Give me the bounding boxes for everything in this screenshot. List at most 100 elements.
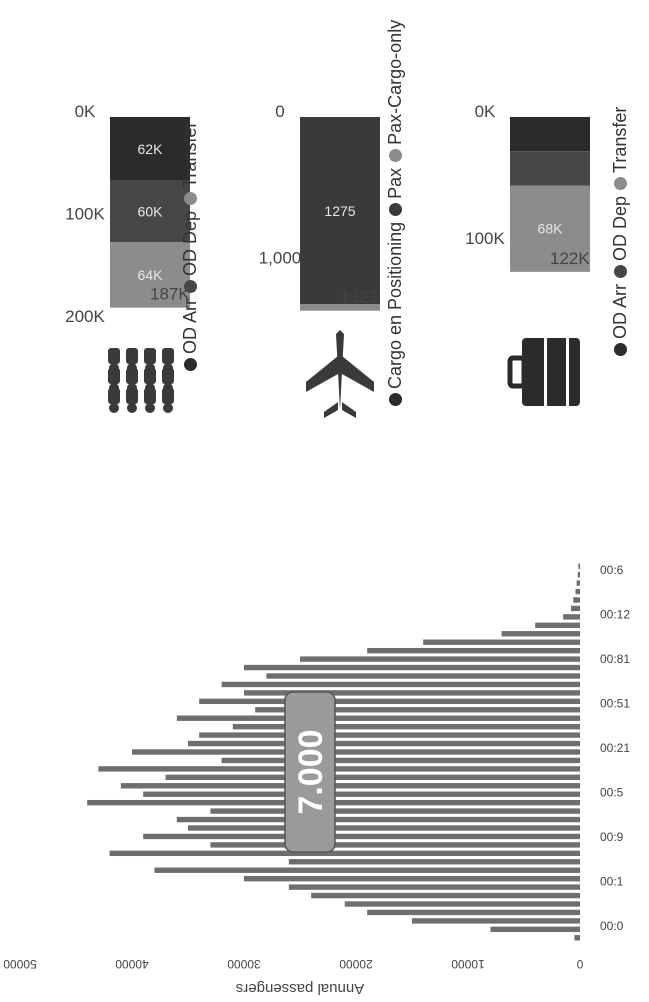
histogram-bar xyxy=(210,842,580,848)
baggage-legend: OD Arr OD Dep Transfer xyxy=(610,107,631,362)
legend-swatch xyxy=(184,358,197,371)
legend-label: OD Arr xyxy=(610,283,630,339)
histogram-bar xyxy=(266,673,580,679)
group-of-people-icon xyxy=(108,348,174,413)
baggage-panel: 100K 0K 68K 122K xyxy=(440,2,630,472)
histogram-callout: 7.000 xyxy=(284,691,336,853)
histogram-bar xyxy=(255,707,580,713)
legend-label: Transfer xyxy=(610,106,630,173)
stack-segment-label: 68K xyxy=(538,221,564,237)
stack-axis-tick: 1,000 xyxy=(259,248,302,267)
histogram-bar xyxy=(176,816,581,823)
stack-segment xyxy=(110,242,190,308)
histogram-bar xyxy=(176,715,581,721)
flights-stacked-bar: 1,000 0 1275 1323 xyxy=(259,102,380,418)
histogram-y-axis-label: Annual passengers xyxy=(236,980,364,997)
histogram-y-tick: 10000 xyxy=(451,957,485,971)
legend-label: Cargo en Positioning xyxy=(385,221,405,389)
histogram-x-tick: 00:51 xyxy=(600,697,630,711)
histogram-bar xyxy=(574,935,581,941)
histogram-bar xyxy=(109,850,580,857)
histogram-bar xyxy=(288,859,580,865)
stack-axis-tick: 0K xyxy=(75,102,96,121)
legend-swatch xyxy=(614,264,627,278)
histogram-bar xyxy=(188,740,580,747)
legend-swatch xyxy=(389,148,402,162)
histogram-bar xyxy=(577,571,581,578)
stack-segment xyxy=(510,116,590,152)
stack-segment xyxy=(110,116,190,181)
histogram-bar xyxy=(199,732,580,738)
histogram-x-tick: 00:1 xyxy=(600,875,624,889)
stack-axis-tick: 0 xyxy=(275,102,284,121)
histogram-bar xyxy=(120,783,581,789)
histogram-bar xyxy=(423,639,581,645)
histogram-y-tick: 20000 xyxy=(339,957,373,971)
stack-total-label: 1323 xyxy=(340,288,378,307)
histogram-x-tick: 00:5 xyxy=(600,786,624,800)
passenger-histogram: Annual passengers 0 10000 20000 30000 40000 50… xyxy=(3,563,630,997)
histogram-x-tick: 00:9 xyxy=(600,830,624,844)
legend-swatch xyxy=(184,191,197,205)
histogram-axes: Annual passengers 0 10000 20000 30000 40000 50… xyxy=(3,563,630,997)
stack-segment xyxy=(510,185,590,272)
stack-total-label: 187K xyxy=(150,285,190,304)
histogram-x-tick: 00:6 xyxy=(600,563,624,577)
stack-segment xyxy=(510,151,590,186)
histogram-bar xyxy=(221,681,580,688)
histogram-bar xyxy=(210,808,580,814)
histogram-bar xyxy=(199,698,580,705)
legend-label: OD Dep xyxy=(180,210,200,276)
histogram-bar xyxy=(535,622,581,629)
legend-swatch xyxy=(389,202,402,216)
stack-segment xyxy=(110,180,190,243)
legend-label: OD Arr xyxy=(180,298,200,354)
suitcase-icon xyxy=(507,338,580,406)
histogram-x-tick: 00:0 xyxy=(600,919,624,933)
legend-label: Pax xyxy=(385,167,405,199)
stack-segment-label: 64K xyxy=(138,267,164,283)
histogram-x-tick: 00:12 xyxy=(600,608,630,622)
histogram-bar xyxy=(412,918,580,924)
histogram-bar xyxy=(490,926,580,933)
histogram-bar xyxy=(344,901,580,907)
histogram-bar xyxy=(143,833,580,840)
histogram-x-tick: 00:21 xyxy=(600,741,630,755)
callout-value: 7.000 xyxy=(292,729,330,814)
histogram-x-tick: 00:81 xyxy=(600,652,630,666)
passengers-stacked-bar: 200K 100K 0K 62K 60K 64K 187K xyxy=(65,102,190,413)
histogram-bar xyxy=(143,791,580,797)
passengers-panel: 200K 100K 0K 62K 60K 64K 187K xyxy=(40,2,215,472)
histogram-bar xyxy=(300,656,580,662)
baggage-stacked-bar: 100K 0K 68K 122K xyxy=(465,102,590,406)
histogram-y-tick: 40000 xyxy=(115,957,149,971)
stack-total-label: 122K xyxy=(550,249,590,268)
callout-box xyxy=(284,691,336,853)
histogram-bar xyxy=(571,605,580,612)
histogram-bar xyxy=(132,749,580,755)
stack-segment-label: 1275 xyxy=(324,203,355,219)
histogram-y-tick: 30000 xyxy=(227,957,261,971)
stack-axis-tick: 0K xyxy=(475,102,496,121)
legend-label: Pax-Cargo-only xyxy=(385,19,405,145)
histogram-bar xyxy=(575,588,581,595)
histogram-y-tick: 50000 xyxy=(3,957,37,971)
legend-label: Transfer xyxy=(180,121,200,188)
stack-segment xyxy=(300,117,380,118)
stack-segment-label: 62K xyxy=(138,141,164,157)
histogram-bar xyxy=(501,631,581,637)
legend-swatch xyxy=(614,343,627,356)
legend-swatch xyxy=(614,176,627,190)
histogram-bar xyxy=(154,867,580,873)
histogram-bar xyxy=(165,774,580,781)
histogram-bar xyxy=(563,614,581,620)
histogram-bar xyxy=(367,909,581,916)
stack-axis-tick: 200K xyxy=(65,307,105,326)
histogram-bar xyxy=(288,884,580,890)
stack-segment xyxy=(300,304,380,311)
stack-segment-label: 60K xyxy=(138,203,164,219)
histogram-bar xyxy=(573,597,581,603)
histogram-bar xyxy=(188,825,580,831)
